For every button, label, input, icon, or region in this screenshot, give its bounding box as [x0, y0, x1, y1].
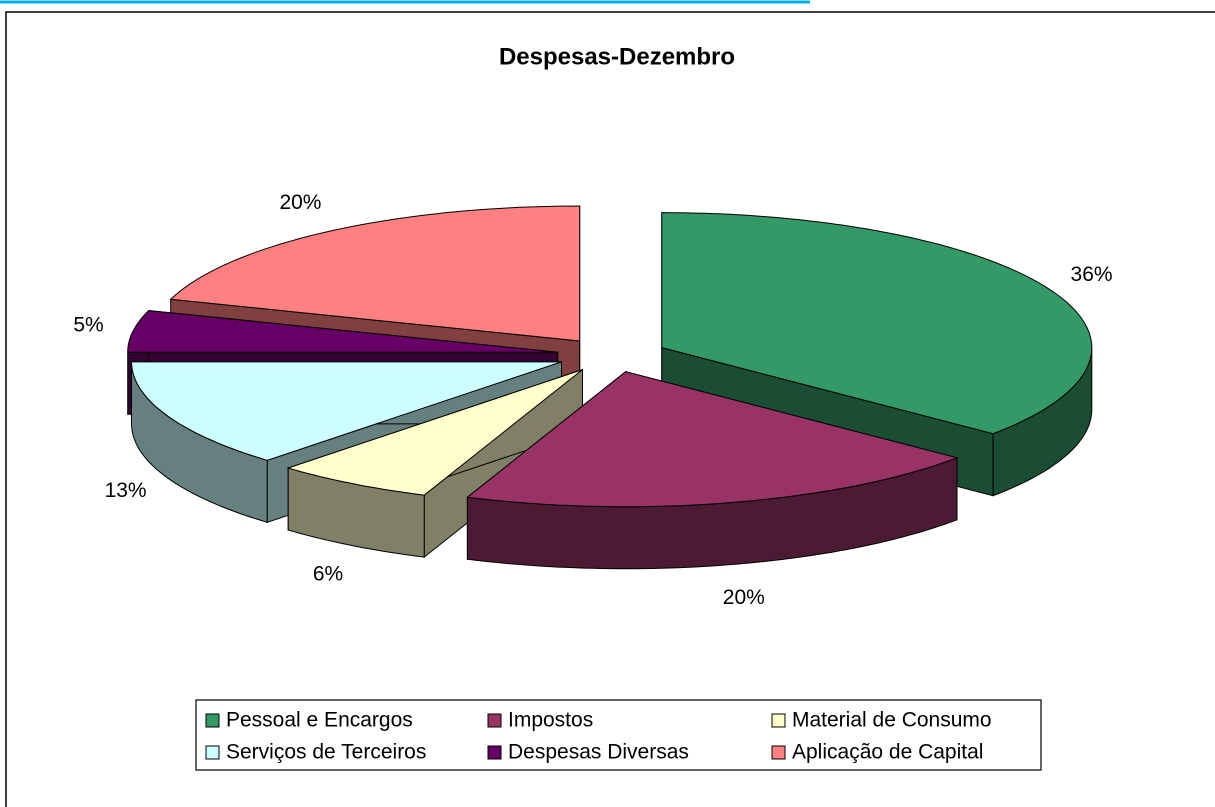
data-label: 13%: [105, 479, 147, 502]
data-label: 6%: [313, 563, 343, 586]
legend-box: [195, 699, 1042, 771]
chart-title: Despesas-Dezembro: [499, 43, 735, 70]
data-label: 20%: [723, 586, 765, 609]
pie: [127, 205, 1093, 570]
legend-swatch: [771, 713, 786, 728]
slice-top: [169, 205, 581, 342]
data-label: 20%: [279, 191, 321, 214]
slice: [286, 368, 583, 559]
legend-label: Aplicação de Capital: [792, 741, 983, 764]
legend-swatch: [771, 745, 786, 760]
legend-label: Material de Consumo: [792, 709, 992, 732]
slice-top: [661, 212, 1093, 435]
legend-label: Impostos: [508, 709, 593, 732]
data-label: 36%: [1071, 263, 1113, 286]
slice-top: [127, 310, 558, 353]
slice: [466, 370, 959, 570]
legend-swatch: [487, 713, 502, 728]
legend-swatch: [205, 745, 220, 760]
legend-label: Despesas Diversas: [508, 741, 689, 764]
slice-top: [130, 361, 562, 461]
slice-top: [466, 371, 959, 508]
slice-top: [286, 369, 583, 496]
data-label: 5%: [73, 313, 103, 336]
legend-label: Pessoal e Encargos: [226, 709, 413, 732]
legend-swatch: [487, 745, 502, 760]
legend-swatch: [205, 713, 220, 728]
legend-label: Serviços de Terceiros: [226, 741, 426, 764]
